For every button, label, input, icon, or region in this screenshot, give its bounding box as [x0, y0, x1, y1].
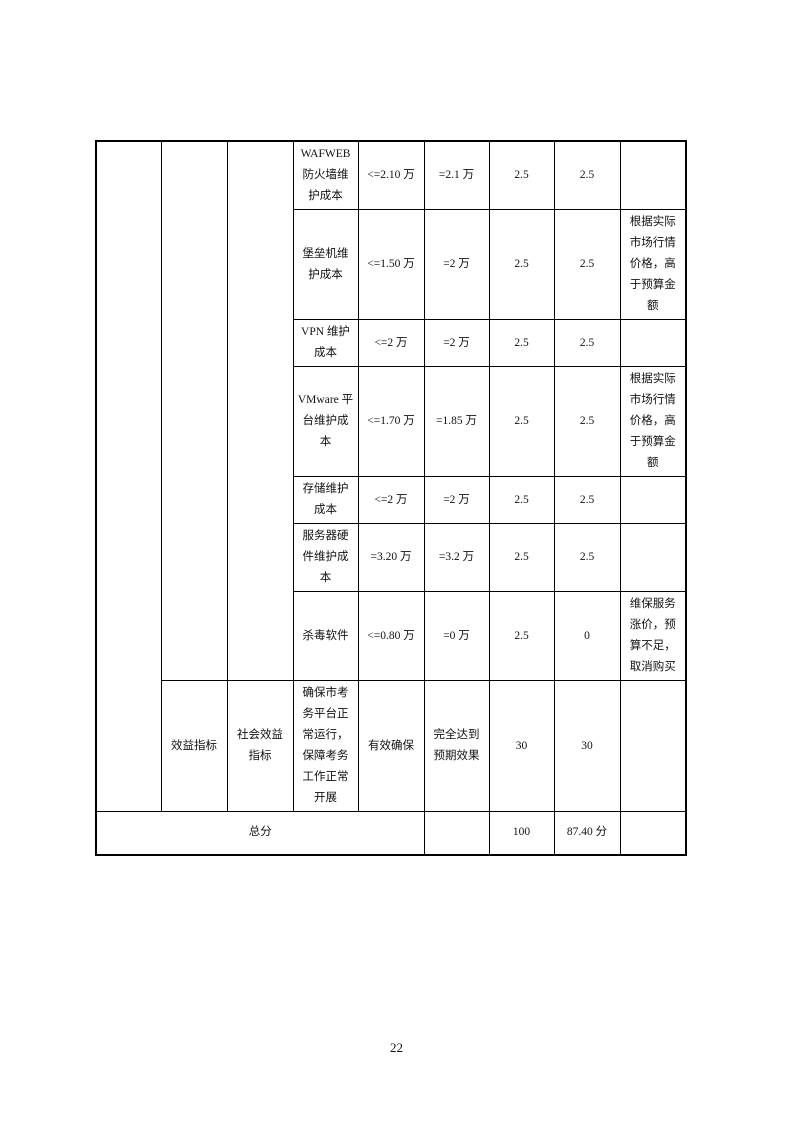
score-cell: 30: [553, 680, 621, 812]
actual-cell: =3.2 万: [423, 523, 490, 592]
weight-cell: 2.5: [488, 209, 555, 320]
item-cell: 堡垒机维护成本: [292, 209, 359, 320]
level1-cell: [160, 140, 228, 681]
table-row: 堡垒机维护成本 <=1.50 万 =2 万 2.5 2.5 根据实际市场行情价格…: [96, 209, 687, 320]
target-cell: <=1.70 万: [357, 366, 425, 477]
page-number: 22: [390, 1040, 403, 1055]
actual-cell: [423, 811, 490, 855]
note-cell: [619, 811, 687, 855]
performance-table: WAFWEB防火墙维护成本 <=2.10 万 =2.1 万 2.5 2.5 堡垒…: [95, 140, 687, 856]
note-cell: 维保服务涨价，预算不足，取消购买: [619, 591, 687, 681]
note-cell: [619, 476, 687, 524]
note-cell: 根据实际市场行情价格，高于预算金额: [619, 209, 687, 320]
item-cell: VPN 维护成本: [292, 319, 359, 367]
item-cell: 杀毒软件: [292, 591, 359, 681]
item-cell: VMware 平台维护成本: [292, 366, 359, 477]
score-cell: 2.5: [553, 319, 621, 367]
weight-cell: 2.5: [488, 319, 555, 367]
actual-cell: 完全达到预期效果: [423, 680, 490, 812]
note-cell: [619, 319, 687, 367]
item-cell: 存储维护成本: [292, 476, 359, 524]
item-cell: 服务器硬件维护成本: [292, 523, 359, 592]
weight-cell: 2.5: [488, 476, 555, 524]
category-cell: [95, 140, 162, 812]
table-row: VMware 平台维护成本 <=1.70 万 =1.85 万 2.5 2.5 根…: [96, 366, 687, 477]
score-cell: 2.5: [553, 366, 621, 477]
score-cell: 2.5: [553, 209, 621, 320]
weight-cell: 2.5: [488, 523, 555, 592]
score-cell: 87.40 分: [553, 811, 621, 855]
table-row-total: 总分 100 87.40 分: [95, 811, 687, 855]
level2-cell: [226, 140, 294, 681]
target-cell: <=0.80 万: [357, 591, 425, 681]
note-cell: [619, 523, 687, 592]
level1-cell: 效益指标: [160, 680, 228, 812]
note-cell: [619, 680, 687, 812]
note-cell: 根据实际市场行情价格，高于预算金额: [619, 366, 687, 477]
actual-cell: =1.85 万: [423, 366, 490, 477]
level2-cell: 社会效益指标: [226, 680, 294, 812]
score-cell: 2.5: [553, 476, 621, 524]
target-cell: <=2.10 万: [357, 140, 425, 210]
total-label: 总分: [95, 811, 425, 855]
item-cell: WAFWEB防火墙维护成本: [292, 140, 359, 210]
table-row-benefit: 效益指标 社会效益指标 确保市考务平台正常运行，保障考务工作正常开展 有效确保 …: [96, 680, 687, 812]
score-cell: 2.5: [553, 140, 621, 210]
actual-cell: =0 万: [423, 591, 490, 681]
target-cell: =3.20 万: [357, 523, 425, 592]
weight-cell: 100: [488, 811, 555, 855]
actual-cell: =2 万: [423, 476, 490, 524]
weight-cell: 2.5: [488, 366, 555, 477]
item-cell: 确保市考务平台正常运行，保障考务工作正常开展: [292, 680, 359, 812]
table-row: VPN 维护成本 <=2 万 =2 万 2.5 2.5: [96, 319, 687, 367]
target-cell: <=2 万: [357, 476, 425, 524]
target-cell: 有效确保: [357, 680, 425, 812]
weight-cell: 2.5: [488, 140, 555, 210]
note-cell: [619, 140, 687, 210]
weight-cell: 30: [488, 680, 555, 812]
score-cell: 0: [553, 591, 621, 681]
target-cell: <=2 万: [357, 319, 425, 367]
target-cell: <=1.50 万: [357, 209, 425, 320]
table-row: 服务器硬件维护成本 =3.20 万 =3.2 万 2.5 2.5: [96, 523, 687, 592]
table-row: 杀毒软件 <=0.80 万 =0 万 2.5 0 维保服务涨价，预算不足，取消购…: [96, 591, 687, 681]
score-cell: 2.5: [553, 523, 621, 592]
actual-cell: =2 万: [423, 319, 490, 367]
weight-cell: 2.5: [488, 591, 555, 681]
actual-cell: =2 万: [423, 209, 490, 320]
table-row: WAFWEB防火墙维护成本 <=2.10 万 =2.1 万 2.5 2.5: [95, 140, 687, 812]
actual-cell: =2.1 万: [423, 140, 490, 210]
